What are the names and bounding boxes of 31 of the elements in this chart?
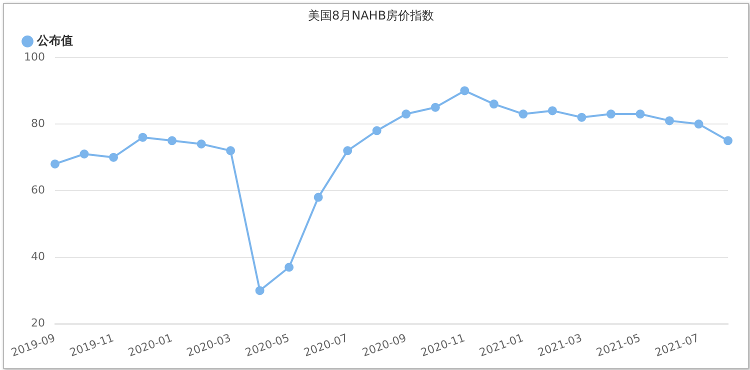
point	[109, 152, 118, 162]
point	[664, 116, 674, 126]
point	[724, 136, 732, 146]
chart-title: 美国8月NAHB房价指数	[308, 8, 434, 22]
point	[50, 159, 60, 168]
point	[518, 110, 528, 119]
point	[606, 110, 616, 119]
point	[548, 106, 557, 116]
point	[196, 140, 206, 149]
point	[402, 110, 411, 119]
point	[372, 126, 382, 136]
point	[343, 146, 352, 156]
y-tick-label: 100	[24, 50, 45, 64]
point	[226, 146, 236, 156]
point	[80, 150, 89, 158]
point	[636, 110, 645, 119]
point	[138, 132, 148, 142]
y-tick-label: 80	[30, 116, 45, 130]
point	[460, 86, 470, 96]
y-tick-label: 40	[30, 250, 45, 264]
point	[577, 112, 586, 122]
point	[430, 102, 440, 112]
point	[168, 136, 177, 146]
point	[489, 100, 498, 109]
point	[255, 286, 264, 296]
point	[284, 262, 294, 272]
y-tick-label: 20	[30, 316, 45, 330]
legend-label: 公布值	[36, 34, 73, 48]
point	[694, 120, 704, 129]
point	[314, 192, 323, 202]
y-tick-label: 60	[30, 184, 45, 196]
